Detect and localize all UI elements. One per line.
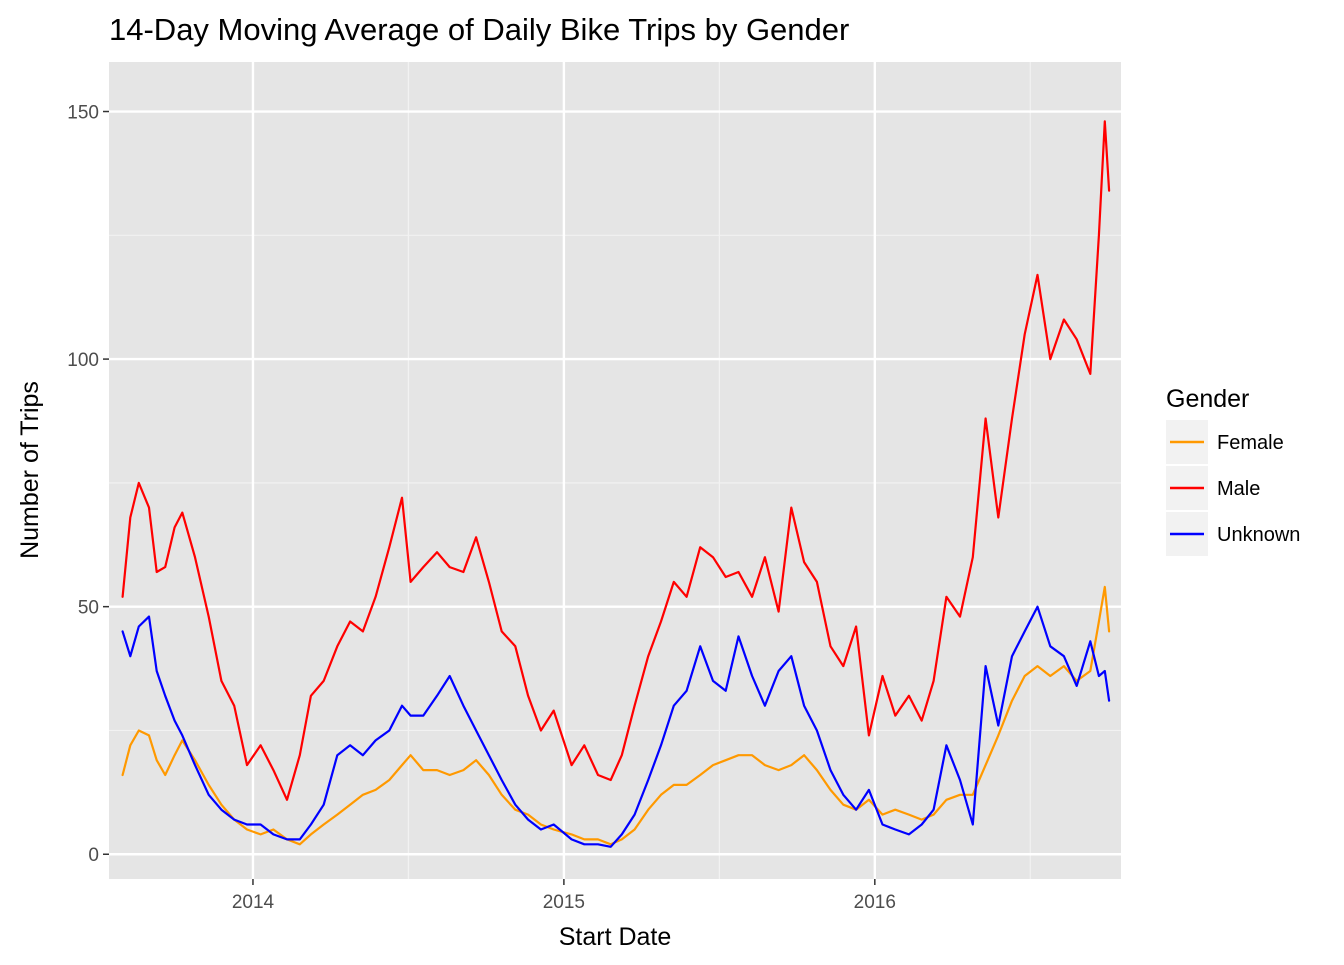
y-axis-title: Number of Trips: [16, 381, 44, 559]
y-tick-label: 50: [78, 598, 99, 619]
grid-major: [109, 62, 1121, 879]
x-tick-label: 2015: [543, 892, 585, 913]
legend-label: Unknown: [1217, 524, 1300, 546]
series-line-female: [121, 585, 1111, 846]
series-line-unknown: [121, 605, 1111, 848]
legend-label: Female: [1217, 432, 1284, 454]
legend-title: Gender: [1166, 385, 1249, 413]
legend: Gender Female Male Unknown: [1166, 385, 1300, 556]
plot-panel: [109, 62, 1121, 879]
legend-item-male: Male: [1166, 466, 1260, 510]
y-tick-label: 0: [88, 845, 99, 866]
y-tick-label: 150: [67, 103, 99, 124]
x-axis-title: Start Date: [559, 923, 672, 951]
tick-labels: 0 50 100 150 2014 2015 2016: [67, 103, 896, 913]
chart-title: 14-Day Moving Average of Daily Bike Trip…: [109, 12, 849, 47]
legend-label: Male: [1217, 478, 1260, 500]
x-tick-label: 2016: [854, 892, 896, 913]
x-tick-label: 2014: [232, 892, 275, 913]
y-tick-label: 100: [67, 350, 99, 371]
legend-item-unknown: Unknown: [1166, 512, 1300, 556]
axis-ticks: [103, 110, 876, 885]
series-layer: [121, 120, 1111, 848]
grid-minor: [109, 62, 1121, 879]
series-line-male: [121, 120, 1111, 801]
legend-item-female: Female: [1166, 420, 1284, 464]
